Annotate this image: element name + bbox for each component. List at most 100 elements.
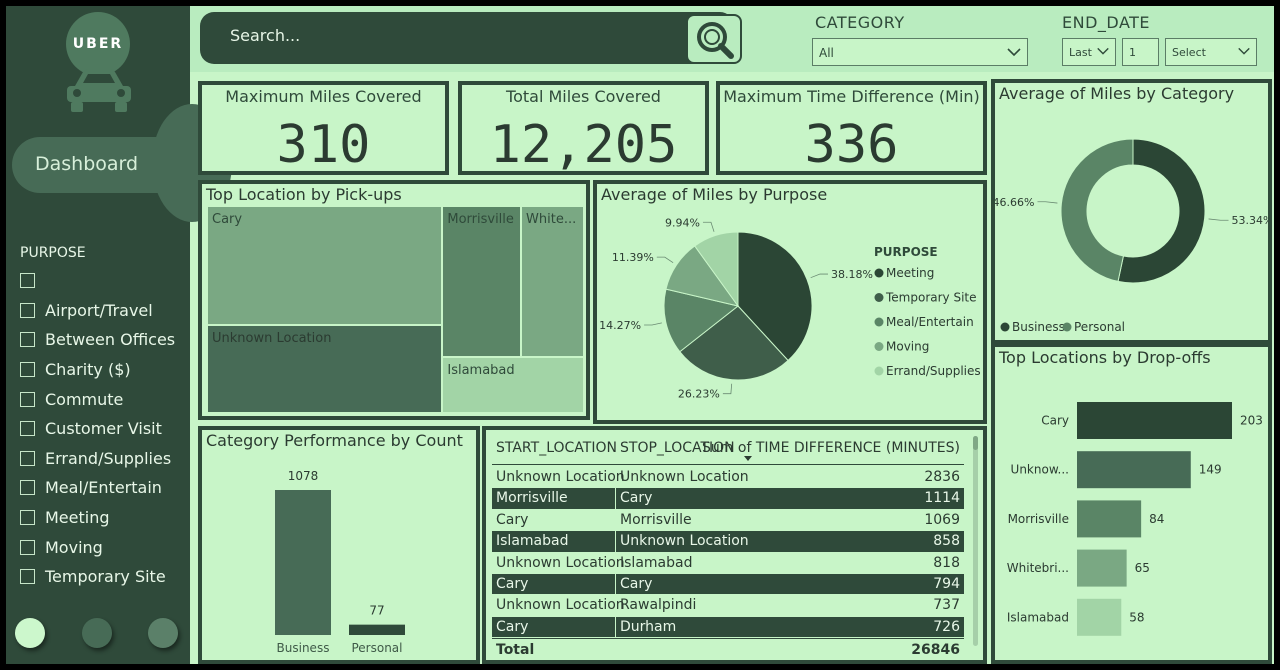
treemap-label: Cary [212, 212, 243, 227]
checkbox[interactable] [20, 421, 35, 437]
donut-slice[interactable] [1117, 138, 1206, 284]
purpose-option[interactable] [20, 266, 175, 296]
pie-leader-line [656, 256, 674, 264]
table-cell: 726 [933, 618, 960, 635]
dashboard-label: Dashboard [35, 153, 139, 175]
table-row[interactable] [492, 574, 964, 595]
bar[interactable] [1077, 549, 1127, 587]
search-button[interactable] [686, 14, 742, 64]
dashboard-nav-item[interactable] [12, 137, 200, 193]
purpose-slicer-list: Airport/Travel Between Offices Charity ($)… [20, 266, 175, 592]
dropoffs-bar-chart: Cary 203 Unknow... 149 Morrisville 84 Whitebri… [1007, 402, 1263, 636]
nav-dot-1[interactable] [15, 618, 45, 648]
purpose-option-label: Customer Visit [45, 419, 162, 439]
checkbox[interactable] [20, 480, 35, 496]
search-bar[interactable]: Search... [200, 12, 742, 64]
table-cell: Unknown Location [496, 597, 625, 614]
pie-slice[interactable] [737, 231, 813, 362]
data-label: 58 [1129, 610, 1144, 624]
pie-data-label: 14.27% [599, 319, 641, 332]
pickups-treemap-panel: Top Location by Pick-ups Cary Unknown Loc… [198, 180, 590, 420]
table-cell: Unknown Location [496, 469, 625, 485]
chart-title: Top Locations by Drop-offs [999, 348, 1211, 367]
purpose-option[interactable]: Meeting [20, 503, 175, 533]
treemap-label: Islamabad [447, 362, 515, 378]
purpose-slicer-title: PURPOSE [20, 245, 86, 261]
table-cell: 818 [933, 554, 960, 571]
donut-data-label: 53.34% [1232, 214, 1268, 227]
bar[interactable] [1077, 402, 1232, 439]
kpi-title: Maximum Time Difference (Min) [723, 87, 980, 106]
purpose-option[interactable]: Commute [20, 384, 175, 414]
end-date-relative-value: Last [1069, 46, 1092, 59]
sort-desc-icon[interactable] [744, 456, 752, 461]
pie-leader-line [722, 383, 733, 395]
checkbox[interactable] [20, 362, 35, 378]
end-date-unit-dropdown[interactable]: Select [1165, 38, 1257, 66]
nav-dot-2[interactable] [82, 618, 112, 648]
search-input[interactable]: Search... [230, 26, 301, 45]
checkbox[interactable] [20, 391, 35, 407]
dashboard-frame: UBER Dashboard PURPOSE Airport/Travel Bet… [6, 6, 1274, 664]
checkbox[interactable] [20, 539, 35, 555]
bar[interactable] [275, 490, 331, 635]
checkbox[interactable] [20, 273, 35, 289]
legend-swatch [874, 342, 884, 351]
data-label: 65 [1135, 561, 1150, 575]
checkbox[interactable] [20, 569, 35, 585]
purpose-option[interactable]: Moving [20, 532, 175, 562]
purpose-option-label: Charity ($) [45, 360, 131, 380]
checkbox[interactable] [20, 450, 35, 466]
donut-slice[interactable] [1060, 138, 1134, 283]
pie-slice[interactable] [663, 288, 740, 353]
data-label: 84 [1149, 512, 1164, 526]
purpose-option[interactable]: Airport/Travel [20, 296, 175, 326]
end-date-count-input[interactable]: 1 [1122, 38, 1159, 66]
purpose-option[interactable]: Charity ($) [20, 355, 175, 385]
checkbox[interactable] [20, 332, 35, 348]
kpi-title: Maximum Miles Covered [225, 87, 422, 106]
purpose-option-label: Commute [45, 389, 124, 409]
treemap-cell[interactable]: Cary [208, 207, 442, 325]
pie-slice[interactable] [694, 231, 739, 308]
table-row[interactable] [492, 510, 964, 530]
table-scroll-thumb[interactable] [973, 436, 978, 450]
checkbox[interactable] [20, 510, 35, 526]
purpose-option[interactable]: Temporary Site [20, 562, 175, 592]
bar[interactable] [1077, 500, 1142, 538]
treemap-label: Unknown Location [212, 331, 332, 347]
treemap-cell[interactable]: Unknown Location [208, 326, 442, 412]
category-label: Islamabad [1007, 610, 1069, 624]
category-dropdown[interactable]: All [812, 38, 1028, 66]
pie-leader-line [702, 221, 715, 232]
legend-label: Meal/Entertain [886, 315, 974, 329]
pie-slice[interactable] [679, 305, 789, 381]
purpose-pie-chart: 38.18% 26.23% 14.27% 11.39% 9.94% PURPOSE Meet… [599, 216, 981, 400]
purpose-option[interactable]: Customer Visit [20, 414, 175, 444]
end-date-relative-dropdown[interactable]: Last [1062, 38, 1116, 66]
legend-label: Moving [886, 340, 929, 354]
purpose-option[interactable]: Between Offices [20, 325, 175, 355]
table-row[interactable] [492, 531, 964, 552]
treemap-cell[interactable]: White... [522, 207, 583, 356]
bar[interactable] [1077, 598, 1122, 636]
legend-swatch [874, 317, 884, 327]
purpose-option[interactable]: Errand/Supplies [20, 444, 175, 474]
table-row[interactable] [492, 488, 964, 509]
end-date-unit-value: Select [1172, 46, 1206, 59]
table-row[interactable] [492, 616, 964, 638]
treemap-cell[interactable]: Islamabad [443, 357, 583, 412]
purpose-option[interactable]: Meal/Entertain [20, 473, 175, 503]
checkbox[interactable] [20, 302, 35, 318]
treemap-cell[interactable]: Morrisville [443, 207, 521, 356]
donut-data-label: 46.66% [995, 196, 1034, 209]
category-label: Cary [1041, 414, 1069, 428]
purpose-option-label: Between Offices [45, 330, 176, 350]
table-scrollbar[interactable] [973, 436, 978, 646]
bar[interactable] [349, 624, 405, 635]
nav-dot-3[interactable] [148, 618, 178, 648]
cell-divider [615, 574, 616, 595]
table-cell: Unknown Location [620, 469, 749, 485]
bar[interactable] [1077, 451, 1191, 489]
category-count-panel: Category Performance by Count 1078 Busine… [198, 426, 480, 664]
